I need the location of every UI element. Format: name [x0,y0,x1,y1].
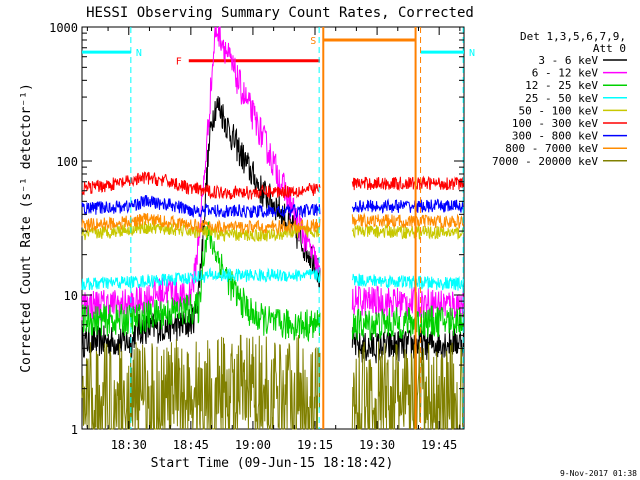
series-line-4-segment-1 [81,267,321,291]
flag-label-2: N [469,48,475,59]
series-line-7-segment-2 [351,198,464,214]
series-line-3-segment-2 [351,305,464,341]
legend-entry-label-5: 50 - 100 keV [519,104,599,117]
series-line-7-segment-1 [81,195,321,219]
flag-label-4: S [310,36,316,47]
series-line-6-segment-2 [351,175,464,192]
x-axis-label: Start Time (09-Jun-15 18:18:42) [151,456,394,471]
y-tick-label-3: 100 [56,155,78,169]
x-tick-label-1: 18:30 [111,438,147,452]
y-tick-label-1: 1 [71,423,78,437]
x-tick-label-2: 18:45 [173,438,209,452]
x-tick-label-6: 19:45 [421,438,457,452]
series-line-1-segment-2 [351,326,464,364]
footer-date: 9-Nov-2017 01:38 [560,469,637,478]
flags-layer: N N F S [82,36,475,68]
legend-entry-label-4: 25 - 50 keV [525,92,598,105]
legend-entry-label-8: 800 - 7000 keV [505,142,598,155]
legend-entry-label-7: 300 - 800 keV [512,130,598,143]
x-tick-label-5: 19:30 [359,438,395,452]
axes-layer: 18:30 18:45 19:00 19:15 19:30 19:45 1 10 100 1000 [49,21,464,452]
x-tick-label-3: 19:00 [235,438,271,452]
series-line-3-segment-1 [81,221,321,343]
flag-label-3: F [176,57,182,68]
series-line-1-segment-1 [81,96,321,359]
flag-label-1: N [136,48,142,59]
series-line-8-segment-2 [351,212,464,230]
legend-entry-label-9: 7000 - 20000 keV [492,155,598,168]
series-line-6-segment-1 [81,171,321,201]
series-line-8-segment-1 [81,212,321,236]
legend-header-2: Att 0 [593,42,626,55]
y-tick-label-2: 10 [64,289,78,303]
x-tick-label-4: 19:15 [297,438,333,452]
chart-title: HESSI Observing Summary Count Rates, Cor… [86,5,474,21]
series-line-5-segment-2 [351,223,464,241]
y-tick-label-4: 1000 [49,21,78,35]
legend-entry-label-6: 100 - 300 keV [512,117,598,130]
series-line-4-segment-2 [351,273,464,291]
legend-entry-label-1: 3 - 6 keV [538,54,598,67]
legend-header-1: Det 1,3,5,6,7,9, [520,30,626,43]
legend-entry-label-2: 6 - 12 keV [532,67,599,80]
y-axis-label: Corrected Count Rate (s⁻¹ detector⁻¹) [19,83,34,373]
legend-entry-label-3: 12 - 25 keV [525,79,598,92]
series-layer [81,26,464,431]
markers-layer [130,27,464,429]
series-line-9-segment-1 [81,334,321,431]
series-line-9-segment-2 [351,341,464,430]
